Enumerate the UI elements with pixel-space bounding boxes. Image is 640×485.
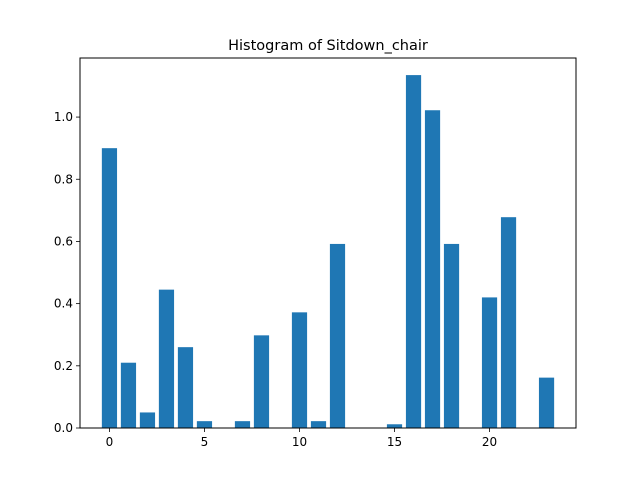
bar-23 (538, 377, 555, 428)
bar-21 (500, 217, 517, 428)
bar-7 (234, 421, 251, 428)
bar-2 (139, 412, 156, 428)
bar-0 (101, 148, 118, 429)
bar-20 (481, 297, 498, 428)
bar-3 (158, 289, 175, 428)
axes-frame (79, 57, 577, 429)
bars-group (101, 75, 555, 429)
bar-5 (196, 421, 213, 428)
y-tick-label: 0.0 (54, 421, 73, 435)
x-tick-label: 10 (292, 435, 307, 449)
bar-1 (120, 362, 137, 428)
bar-18 (443, 243, 460, 428)
x-tick-label: 5 (201, 435, 209, 449)
bar-12 (329, 243, 346, 428)
y-tick-label: 1.0 (54, 110, 73, 124)
x-tick-label: 0 (106, 435, 114, 449)
bar-10 (291, 312, 308, 428)
x-tick-label: 20 (482, 435, 497, 449)
y-axis-ticks: 0.0 0.2 0.4 0.6 0.8 1.0 (54, 110, 80, 435)
y-tick-label: 0.2 (54, 359, 73, 373)
bar-4 (177, 347, 194, 428)
bar-8 (253, 335, 270, 428)
bar-17 (424, 110, 441, 429)
chart-title: Histogram of Sitdown_chair (228, 38, 428, 54)
x-axis-ticks: 0 5 10 15 20 (106, 428, 497, 449)
y-tick-label: 0.4 (54, 297, 73, 311)
y-tick-label: 0.8 (54, 172, 73, 186)
y-tick-label: 0.6 (54, 234, 73, 248)
bar-16 (405, 75, 422, 428)
bar-15 (386, 424, 403, 428)
x-tick-label: 15 (387, 435, 402, 449)
bar-11 (310, 421, 327, 428)
